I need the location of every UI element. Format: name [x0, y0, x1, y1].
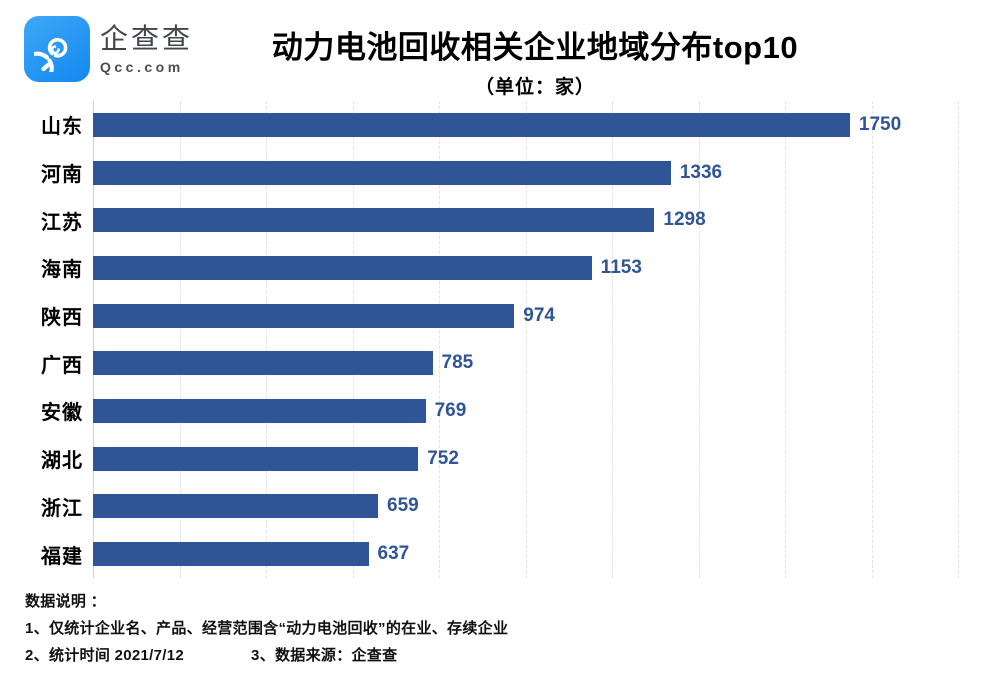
gridline	[179, 101, 181, 578]
bar-track: 1153	[93, 255, 958, 280]
bar	[93, 494, 379, 519]
category-label: 山东	[41, 116, 83, 139]
bar-row: 湖北 752	[0, 435, 981, 483]
category-label: 广西	[41, 354, 83, 377]
gridline	[525, 101, 527, 578]
note-scope: 1、仅统计企业名、产品、经营范围含“动力电池回收”的在业、存续企业	[25, 620, 509, 637]
qcc-logo-domain: Qcc.com	[100, 58, 184, 75]
bar-rows: 山东 1750 河南 1336 江苏 1298 海南 1153 陕西 974 广西 785 安徽 769 湖…	[0, 101, 981, 578]
category-label: 河南	[41, 164, 83, 187]
qcc-logo-name: 企查查	[100, 23, 194, 55]
gridline	[785, 101, 786, 578]
value-label: 974	[523, 304, 555, 326]
bar-row: 福建 637	[0, 530, 981, 578]
value-label: 659	[387, 495, 419, 517]
bar-chart: 山东 1750 河南 1336 江苏 1298 海南 1153 陕西 974 广西 785 安徽 769 湖…	[0, 101, 981, 578]
category-label: 海南	[41, 259, 83, 282]
value-label: 785	[441, 352, 474, 374]
chart-header: 动力电池回收相关企业地域分布top10 （单位：家）	[185, 22, 885, 99]
bar-track: 659	[93, 494, 958, 519]
bar	[93, 398, 426, 423]
category-label: 浙江	[41, 497, 83, 520]
value-label: 769	[434, 399, 467, 421]
note-date: 2、统计时间 2021/7/12	[25, 647, 185, 664]
gridline	[266, 101, 267, 578]
bar-track: 1750	[93, 112, 958, 137]
page-title: 动力电池回收相关企业地域分布top10	[271, 30, 799, 65]
gridline	[958, 101, 959, 578]
value-label: 1153	[600, 256, 642, 278]
unit-label: （单位：家）	[474, 77, 595, 98]
category-label: 陕西	[41, 307, 83, 330]
bar-track: 752	[93, 446, 958, 471]
bar	[93, 351, 433, 376]
notes-heading: 数据说明 ：	[25, 593, 106, 610]
bar-track: 1336	[93, 160, 958, 185]
bar-track: 769	[93, 398, 958, 423]
qcc-logo-icon	[24, 16, 90, 82]
bar-row: 山东 1750	[0, 101, 981, 149]
bar-track: 785	[93, 351, 958, 376]
category-label: 江苏	[41, 211, 83, 234]
gridline	[352, 101, 354, 578]
bar-row: 安徽 769	[0, 387, 981, 435]
bar-row: 海南 1153	[0, 244, 981, 292]
value-label: 1750	[858, 113, 902, 135]
note-source: 3、数据来源：企查查	[251, 647, 398, 664]
bar-track: 974	[93, 303, 958, 328]
bar-row: 浙江 659	[0, 483, 981, 531]
value-label: 1298	[663, 209, 706, 231]
gridline	[871, 101, 873, 578]
bar	[93, 160, 671, 185]
gridlines	[93, 101, 959, 578]
data-notes: 数据说明 ： 1、仅统计企业名、产品、经营范围含“动力电池回收”的在业、存续企业…	[25, 588, 955, 669]
bar	[93, 446, 419, 471]
category-label: 湖北	[41, 450, 83, 473]
value-label: 637	[377, 543, 410, 565]
bar	[93, 303, 515, 328]
bar-row: 河南 1336	[0, 149, 981, 197]
gridline	[612, 101, 613, 578]
bar	[93, 542, 369, 567]
note-meta: 2、统计时间 2021/7/12 3、数据来源：企查查	[25, 642, 955, 669]
value-label: 752	[427, 447, 459, 469]
category-label: 安徽	[41, 402, 83, 425]
bar-row: 广西 785	[0, 339, 981, 387]
y-axis-line	[93, 101, 94, 578]
bar	[93, 255, 592, 280]
gridline	[698, 101, 700, 578]
bar-row: 江苏 1298	[0, 196, 981, 244]
bar	[93, 208, 655, 233]
bar-row: 陕西 974	[0, 292, 981, 340]
bar	[93, 112, 850, 137]
gridline	[439, 101, 440, 578]
qcc-logo-text: 企查查 Qcc.com	[100, 23, 193, 74]
value-label: 1336	[679, 161, 723, 183]
category-label: 福建	[41, 545, 83, 568]
bar-track: 1298	[93, 208, 958, 233]
bar-track: 637	[93, 542, 958, 567]
qcc-logo: 企查查 Qcc.com	[24, 16, 193, 82]
